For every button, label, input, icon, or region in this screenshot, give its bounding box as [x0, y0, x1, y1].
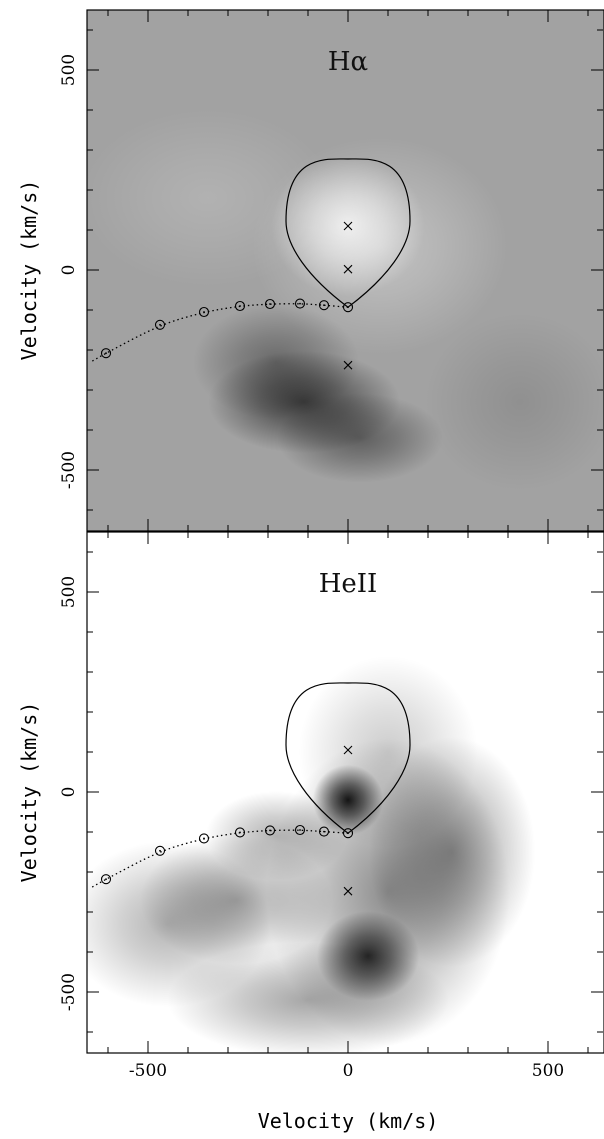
stream-point-center [347, 832, 349, 835]
stream-point [100, 348, 112, 359]
y-tick-label: 0 [59, 787, 79, 798]
roche-lobe-outline [285, 682, 411, 834]
stream-point-center [269, 303, 271, 305]
stream-point [264, 825, 276, 836]
heii-y-tick-labels: 500 0 -500 [59, 576, 79, 1011]
stream-point-center [239, 831, 241, 834]
cross-marker [343, 745, 353, 755]
cross-marker [343, 360, 353, 370]
heii-intensity-map [87, 656, 536, 1053]
x-tick-label: 0 [343, 1061, 354, 1081]
cross-marker [343, 886, 353, 896]
stream-point [198, 306, 210, 318]
heii-x-tick-labels: -500 0 500 [129, 1061, 564, 1081]
stream-point [154, 845, 166, 856]
halpha-title: Hα [328, 47, 368, 77]
intensity-blob [192, 304, 360, 420]
halpha-ticks [87, 10, 603, 531]
stream-point-center [299, 829, 301, 831]
x-tick-label: 500 [532, 1061, 564, 1081]
stream-point-center [323, 304, 325, 307]
stream-point-center [269, 829, 271, 832]
halpha-y-tick-labels: 500 0 -500 [59, 54, 79, 489]
cross-marker [343, 221, 353, 231]
stream-point-center [239, 305, 241, 307]
intensity-blob [167, 942, 449, 1053]
heii-gas-stream [91, 824, 354, 888]
halpha-gas-stream [91, 298, 354, 362]
y-axis-title-bottom: Velocity (km/s) [17, 702, 41, 883]
stream-point [318, 300, 330, 311]
halpha-markers [343, 221, 353, 370]
y-tick-label: 500 [59, 576, 79, 608]
heii-panel: HeII 500 0 -500 -500 0 500 [59, 531, 604, 1081]
halpha-panel: Hα 500 0 -500 [59, 9, 604, 532]
stream-point [234, 300, 246, 312]
intensity-blob [276, 393, 444, 483]
stream-point-center [159, 323, 161, 326]
halpha-intensity-map [87, 108, 604, 492]
stream-point [234, 827, 246, 838]
stream-point-center [159, 849, 161, 852]
stream-point [342, 302, 354, 313]
intensity-blob [205, 791, 347, 881]
stream-point-center [299, 302, 301, 305]
heii-title: HeII [319, 569, 378, 599]
stream-point [294, 824, 306, 836]
stream-point [198, 833, 210, 844]
stream-point-center [203, 837, 205, 840]
stream-point-center [323, 830, 325, 833]
stream-point [154, 319, 166, 330]
x-axis-title: Velocity (km/s) [258, 1109, 439, 1133]
stream-point [318, 826, 330, 837]
y-tick-label: -500 [59, 973, 79, 1011]
x-tick-label: -500 [129, 1061, 167, 1081]
stream-point-center [105, 352, 107, 355]
heii-roche-lobe [285, 682, 411, 834]
stream-point-center [347, 306, 349, 309]
y-tick-label: 0 [59, 265, 79, 276]
intensity-blob [424, 312, 604, 492]
stream-point [100, 874, 112, 885]
intensity-blob [87, 108, 336, 288]
stream-point-center [203, 311, 205, 313]
heii-markers [343, 745, 353, 896]
stream-point [264, 298, 276, 310]
stream-point-center [105, 878, 107, 881]
intensity-blob [298, 656, 478, 848]
y-tick-label: -500 [59, 451, 79, 489]
y-axis-title-top: Velocity (km/s) [17, 180, 41, 361]
cross-marker [343, 264, 353, 274]
halpha-roche-lobe [285, 158, 411, 308]
stream-point [294, 298, 306, 309]
stream-point [342, 828, 354, 839]
y-tick-label: 500 [59, 54, 79, 86]
heii-ticks [87, 532, 603, 1053]
roche-lobe-outline [285, 158, 411, 308]
